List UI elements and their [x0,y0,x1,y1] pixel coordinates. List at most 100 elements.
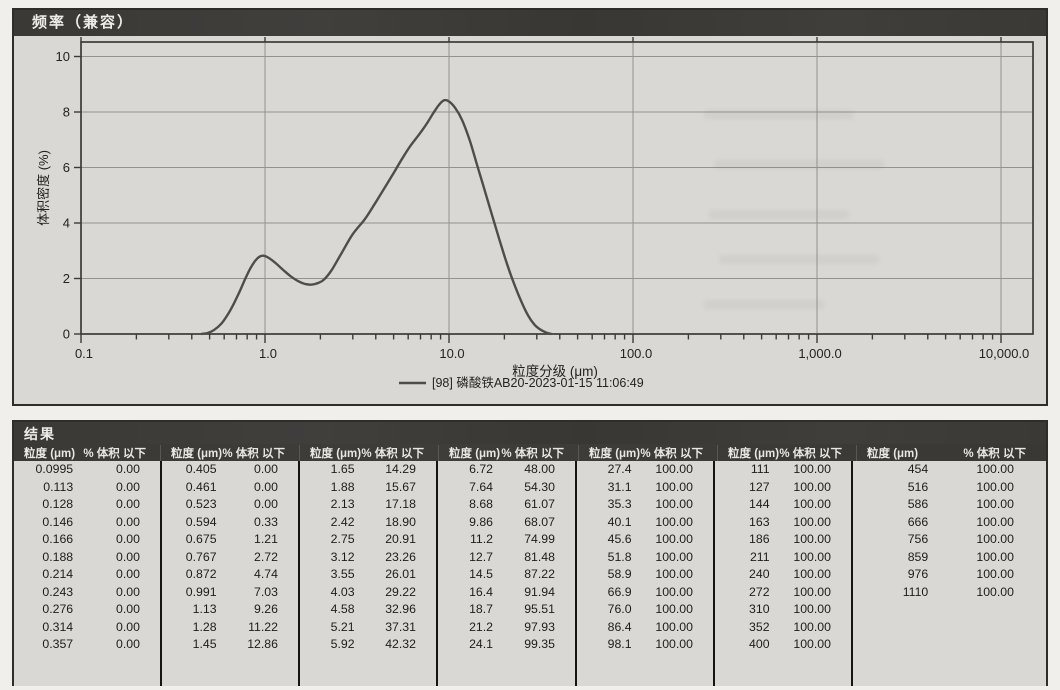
size-value: 0.594 [185,514,217,529]
table-row: 516 100.00 [853,479,1034,497]
size-value: 4.58 [330,602,355,616]
pct-value: 0.00 [116,637,140,651]
table-row: 0.243 0.00 [14,584,160,602]
table-row: 14.5 87.22 [438,566,575,584]
pct-value: 100.00 [655,584,693,599]
size-value: 11.2 [469,532,494,546]
table-row: 352 100.00 [715,619,851,637]
results-table-body: 0.0995 0.00 0.113 0.00 0.128 0.00 0.146 0.00 0.1… [14,461,1046,686]
size-value: 1.13 [192,602,217,616]
pct-value: 100.00 [793,567,831,581]
size-value: 0.357 [42,637,74,651]
pct-value: 100.00 [793,514,831,529]
y-tick-labels: 0 2 4 6 8 10 [56,49,70,342]
size-value [853,601,936,619]
pct-value: 0.00 [116,532,140,546]
size-value: 8.68 [469,497,494,511]
table-row: 8.68 61.07 [438,496,575,514]
distribution-chart: 0 2 4 6 8 10 0.1 1.0 10.0 100.0 1,000.0 10,000.0 体积密… [36,37,1034,390]
size-value: 27.4 [607,462,632,476]
pct-column-header: % 体积 以下 [501,447,564,460]
table-row: 1.88 15.67 [300,479,436,497]
svg-text:0.1: 0.1 [75,346,93,361]
pct-value: 100.00 [793,637,831,651]
size-value: 454 [907,462,929,476]
pct-value: 100.00 [976,567,1014,581]
pct-value: 12.86 [247,637,278,651]
pct-value: 100.00 [655,619,693,634]
size-value: 3.12 [330,549,355,564]
frequency-chart-panel: 频率（兼容） 0 2 4 6 8 10 0.1 1.0 10.0 100.0 1,000.0 10,0… [12,8,1048,406]
pct-value: 100.00 [655,602,693,616]
table-row: 21.2 97.93 [438,619,575,637]
column-group-header: 粒度 (μm)% 体积 以下 [438,444,578,461]
chart-panel-title: 频率（兼容） [14,10,1046,36]
pct-value: 11.22 [248,619,278,634]
pct-value: 37.31 [385,619,416,634]
plot-frame [80,41,1034,335]
pct-value: 100.00 [793,462,831,476]
pct-value: 0.00 [116,479,140,494]
table-row: 16.4 91.94 [438,584,575,602]
pct-value: 100.00 [976,584,1014,599]
column-group-header: 粒度 (μm)% 体积 以下 [14,445,160,461]
table-row: 45.6 100.00 [577,531,713,549]
pct-value: 0.00 [254,462,278,476]
table-row: 76.0 100.00 [577,601,713,619]
y-axis-title: 体积密度 (%) [36,150,51,226]
column-group-header: 粒度 (μm)% 体积 以下 [717,444,856,461]
size-value: 51.8 [607,549,632,564]
table-row: 3.55 26.01 [300,566,436,584]
pct-value: 100.00 [976,479,1014,494]
pct-value: 23.26 [385,549,416,564]
pct-value: 97.93 [524,619,555,634]
size-value: 86.4 [607,619,632,634]
table-row: 98.1 100.00 [577,636,713,654]
table-row: 0.357 0.00 [14,636,160,654]
table-row: 0.523 0.00 [162,496,298,514]
size-value: 352 [749,619,770,634]
pct-value: 100.00 [976,497,1014,511]
table-row: 756 100.00 [853,531,1034,549]
size-value [853,636,936,654]
size-value: 0.113 [43,479,74,494]
size-value: 5.21 [330,619,355,634]
size-value: 9.86 [469,514,494,529]
pct-value: 100.00 [976,462,1014,476]
table-row: 7.64 54.30 [438,479,575,497]
size-value: 0.214 [42,567,74,581]
size-value [853,619,936,637]
table-row: 3.12 23.26 [300,549,436,567]
pct-value: 15.67 [385,479,416,494]
size-value: 1.65 [330,462,355,476]
pct-value: 0.00 [116,567,140,581]
pct-column-header: % 体积 以下 [222,447,285,460]
table-row: 35.3 100.00 [577,496,713,514]
column-group-header: 粒度 (μm)% 体积 以下 [160,444,299,461]
table-row: 86.4 100.00 [577,619,713,637]
results-section-title: 结果 [14,422,1046,444]
table-row: 5.92 42.32 [300,636,436,654]
size-value: 666 [907,514,929,529]
table-row: 6.72 48.00 [438,461,575,479]
legend: [98] 磷酸铁AB20-2023-01-15 11:06:49 [399,375,644,390]
pct-value: 0.00 [254,497,278,511]
size-column-header: 粒度 (μm) [589,447,641,460]
size-value: 163 [749,514,770,529]
svg-text:4: 4 [63,216,70,231]
size-value: 1.88 [330,479,355,494]
table-row: 0.461 0.00 [162,479,298,497]
size-value: 0.767 [185,549,217,564]
table-row: 586 100.00 [853,496,1034,514]
pct-value: 0.00 [116,497,140,511]
size-column-header: 粒度 (μm) [728,447,780,460]
table-row: 0.128 0.00 [14,496,160,514]
table-row: 1.28 11.22 [162,619,298,637]
table-row: 0.276 0.00 [14,601,160,619]
table-row: 1.45 12.86 [162,636,298,654]
size-value: 0.128 [42,497,74,511]
table-row: 12.7 81.48 [438,549,575,567]
table-row: 24.1 99.35 [438,636,575,654]
svg-text:2: 2 [63,271,70,286]
pct-value: 100.00 [655,514,693,529]
